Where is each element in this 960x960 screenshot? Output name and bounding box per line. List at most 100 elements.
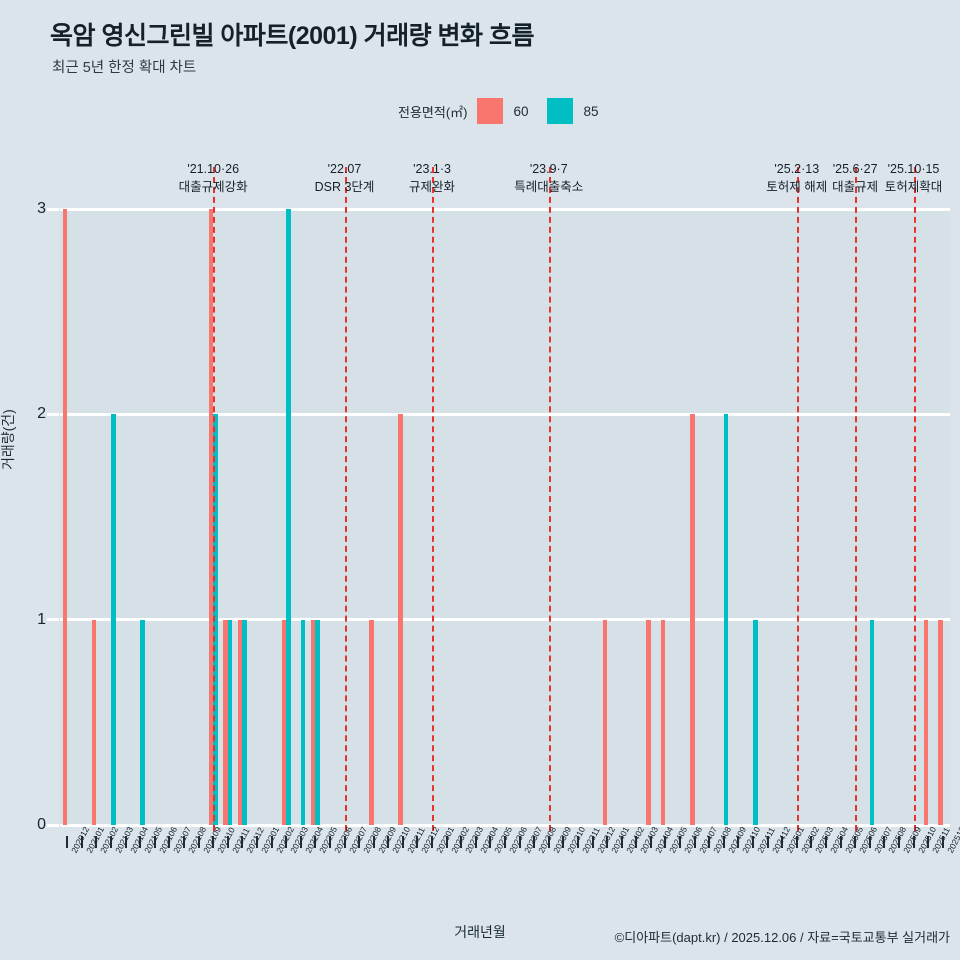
x-axis-tick xyxy=(387,836,390,848)
annotation-date: '23.1·3 xyxy=(413,162,451,176)
x-axis-tick xyxy=(591,836,594,848)
x-axis-tick xyxy=(766,836,769,848)
x-axis-tick xyxy=(358,836,361,848)
annotation-date: '25.2·13 xyxy=(774,162,820,176)
bar-85-202110 xyxy=(213,414,218,825)
legend-label-85: 85 xyxy=(583,103,599,119)
legend-title: 전용면적(㎡) xyxy=(398,104,468,120)
bar-60-202112 xyxy=(237,619,243,825)
legend-swatch-60 xyxy=(476,98,503,124)
annotation-date: '25.6·27 xyxy=(832,162,878,176)
bar-60-202512 xyxy=(938,619,943,825)
annotation-label-202510: '25.10·15 토허제확대 xyxy=(885,160,943,196)
page-title: 옥암 영신그린빌 아파트(2001) 거래량 변화 흐름 xyxy=(50,22,535,50)
x-axis-tick xyxy=(897,836,900,848)
page-subtitle: 최근 5년 한정 확대 차트 xyxy=(52,60,197,76)
x-axis-tick xyxy=(664,836,667,848)
annotation-text: 특례대출축소 xyxy=(514,180,584,195)
bar-85-202204 xyxy=(300,619,306,825)
bar-85-202409 xyxy=(723,414,729,825)
annotation-line-202110 xyxy=(213,167,216,831)
x-axis: 2020122021012021022021032021042021052021… xyxy=(60,825,960,926)
x-axis-tick xyxy=(489,836,492,848)
bar-60-202404 xyxy=(646,619,651,825)
x-axis-tick xyxy=(328,836,331,848)
x-axis-tick xyxy=(460,836,463,848)
x-axis-tick xyxy=(285,836,288,848)
y-axis-tick-label: 0 xyxy=(37,816,46,833)
bar-60-202102 xyxy=(91,619,97,825)
x-axis-tick xyxy=(635,836,638,848)
y-axis-tick-label: 3 xyxy=(37,200,46,217)
x-axis-tick xyxy=(95,836,98,848)
x-axis-tick xyxy=(562,836,565,848)
gridline xyxy=(60,618,950,622)
x-axis-tick xyxy=(66,836,69,848)
annotation-line-202301 xyxy=(432,167,435,831)
x-axis-tick xyxy=(124,836,127,848)
x-axis-tick xyxy=(533,836,536,848)
x-axis-tick xyxy=(854,836,857,848)
x-axis-tick xyxy=(722,836,725,848)
x-axis-tick xyxy=(518,836,521,848)
x-axis-tick xyxy=(416,836,419,848)
x-axis-tick xyxy=(299,836,302,848)
annotation-label-202110: '21.10·26 대출규제강화 xyxy=(179,160,248,196)
x-axis-tick xyxy=(270,836,273,848)
x-axis-tick xyxy=(372,836,375,848)
x-axis-tick xyxy=(139,836,142,848)
bar-60-202401 xyxy=(602,619,608,825)
x-axis-tick xyxy=(80,836,83,848)
annotation-text: DSR 3단계 xyxy=(314,180,375,195)
annotation-date: '22.07 xyxy=(327,162,362,176)
x-axis-tick xyxy=(197,836,200,848)
bar-85-202112 xyxy=(242,619,247,825)
x-axis-tick xyxy=(620,836,623,848)
bar-60-202203 xyxy=(281,619,287,825)
annotation-line-202510 xyxy=(913,167,916,831)
bar-85-202411 xyxy=(753,619,758,825)
bar-60-202407 xyxy=(690,414,695,825)
annotation-line-202207 xyxy=(344,167,347,831)
annotation-line-202506 xyxy=(855,167,858,831)
annotation-label-202309: '23.9·7 특례대출축소 xyxy=(514,160,583,196)
bar-60-202205 xyxy=(310,619,316,825)
annotation-text: 규제완화 xyxy=(409,180,456,195)
gridline xyxy=(60,207,950,211)
bar-60-202110 xyxy=(208,209,214,825)
legend-swatch-85 xyxy=(546,98,573,124)
y-axis-tick-label: 2 xyxy=(37,405,46,423)
bar-85-202203 xyxy=(286,209,291,825)
x-axis-tick xyxy=(810,836,813,848)
y-axis-title: 거래량(건) xyxy=(0,409,16,470)
annotation-label-202207: '22.07 DSR 3단계 xyxy=(315,160,375,196)
x-axis-tick xyxy=(401,836,404,848)
gridline xyxy=(60,823,950,827)
x-axis-tick xyxy=(241,836,244,848)
y-axis-tick xyxy=(47,618,59,622)
x-axis-tick xyxy=(679,836,682,848)
annotation-label-202301: '23.1·3 규제완화 xyxy=(409,160,455,196)
x-axis-tick xyxy=(795,836,798,848)
x-axis-tick xyxy=(824,836,827,848)
x-axis-tick xyxy=(941,836,944,848)
annotation-text: 토허제확대 xyxy=(884,180,943,195)
x-axis-tick xyxy=(183,836,186,848)
plot-area xyxy=(60,167,950,831)
bar-60-202012 xyxy=(62,209,68,825)
x-axis-tick xyxy=(606,836,609,848)
x-axis-tick xyxy=(927,836,930,848)
annotation-label-202506: '25.6·27 대출규제 xyxy=(832,160,878,196)
y-axis-tick-label: 1 xyxy=(37,610,46,628)
x-axis-tick xyxy=(752,836,755,848)
x-axis-tick xyxy=(737,836,740,848)
x-axis-tick xyxy=(708,836,711,848)
annotation-line-202309 xyxy=(548,167,551,831)
x-axis-tick xyxy=(226,836,229,848)
x-axis-tick xyxy=(576,836,579,848)
x-axis-tick xyxy=(839,836,842,848)
annotation-text: 대출규제강화 xyxy=(178,180,248,195)
x-axis-tick xyxy=(212,836,215,848)
x-axis-tick xyxy=(153,836,156,848)
